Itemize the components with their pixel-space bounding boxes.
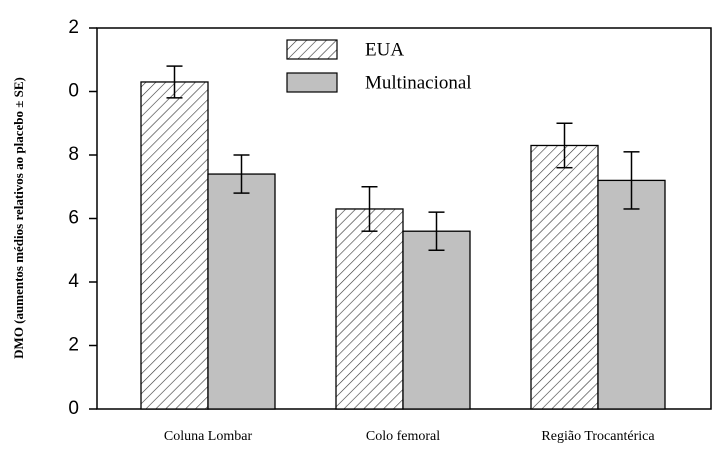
legend-label: Multinacional bbox=[365, 72, 472, 93]
x-tick-label: Região Trocantérica bbox=[541, 429, 655, 444]
y-tick-label: 0 bbox=[68, 398, 79, 419]
error-bar bbox=[233, 154, 250, 194]
error-bar bbox=[361, 186, 378, 232]
legend-swatch bbox=[286, 72, 338, 93]
error-bar bbox=[166, 65, 183, 99]
y-tick-label: 8 bbox=[68, 144, 79, 165]
error-bar bbox=[556, 122, 573, 169]
x-tick-label: Coluna Lombar bbox=[164, 429, 253, 444]
y-axis-label: DMO (aumentos médios relativos ao placeb… bbox=[11, 77, 26, 359]
y-tick-label: 4 bbox=[68, 271, 79, 292]
bar bbox=[335, 208, 404, 410]
y-tick-label: 2 bbox=[68, 335, 79, 356]
bar bbox=[530, 144, 599, 410]
bar bbox=[140, 81, 209, 410]
error-bar bbox=[428, 211, 445, 251]
error-bar bbox=[623, 151, 640, 210]
bar bbox=[597, 179, 666, 410]
legend-swatch bbox=[286, 39, 338, 60]
x-tick-label: Colo femoral bbox=[366, 429, 440, 444]
bar bbox=[402, 230, 471, 410]
y-tick-label: 0 bbox=[68, 81, 79, 102]
y-tick-label: 6 bbox=[68, 208, 79, 229]
bar bbox=[207, 173, 276, 410]
y-tick-label: 2 bbox=[68, 17, 79, 38]
legend-label: EUA bbox=[365, 39, 404, 60]
